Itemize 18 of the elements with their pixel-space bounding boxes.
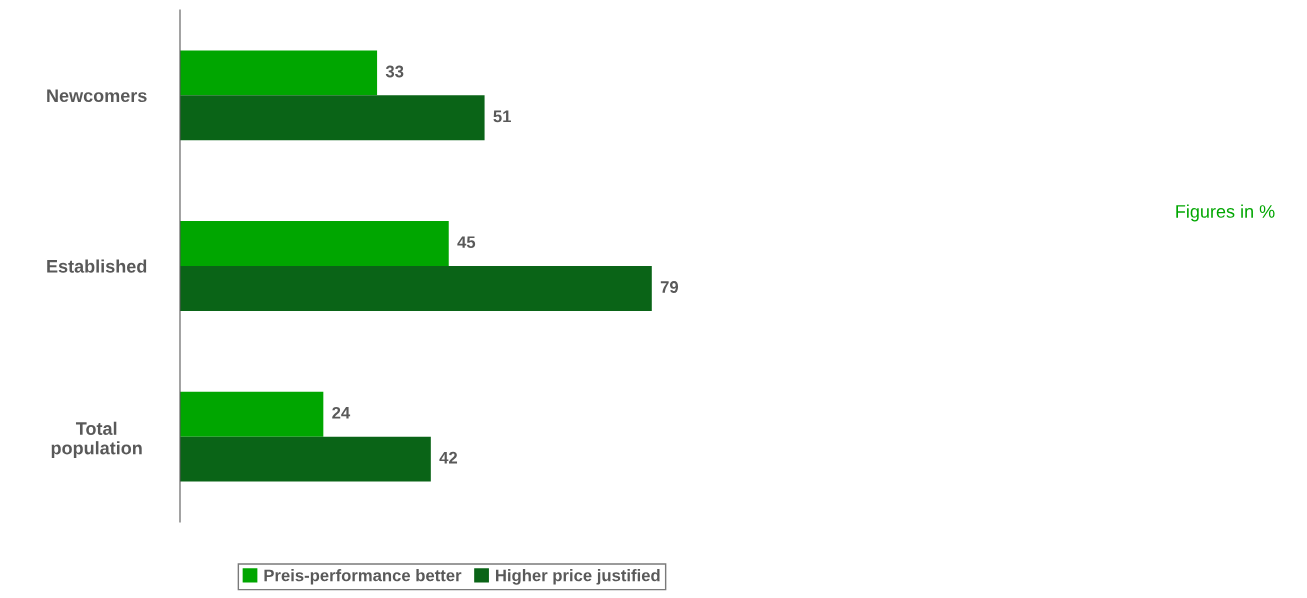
data-label: 24 [332, 406, 351, 419]
bar [180, 95, 485, 141]
legend-label: Preis-performance better [264, 569, 462, 585]
data-label: 42 [439, 451, 458, 464]
bar [180, 50, 378, 96]
y-tick-label: Total population [51, 421, 142, 458]
data-label: 79 [660, 281, 679, 293]
bar [180, 266, 652, 311]
data-label: 45 [457, 236, 476, 249]
bar [180, 391, 324, 437]
y-tick-label: Established [47, 259, 147, 273]
data-label: 33 [385, 65, 404, 78]
bar [180, 221, 449, 266]
text: Figures in % [1176, 204, 1275, 222]
legend-label: Higher price justified [496, 569, 660, 585]
bar [180, 436, 431, 482]
y-tick-label: Newcomers [47, 89, 147, 103]
data-label: 51 [493, 110, 511, 123]
